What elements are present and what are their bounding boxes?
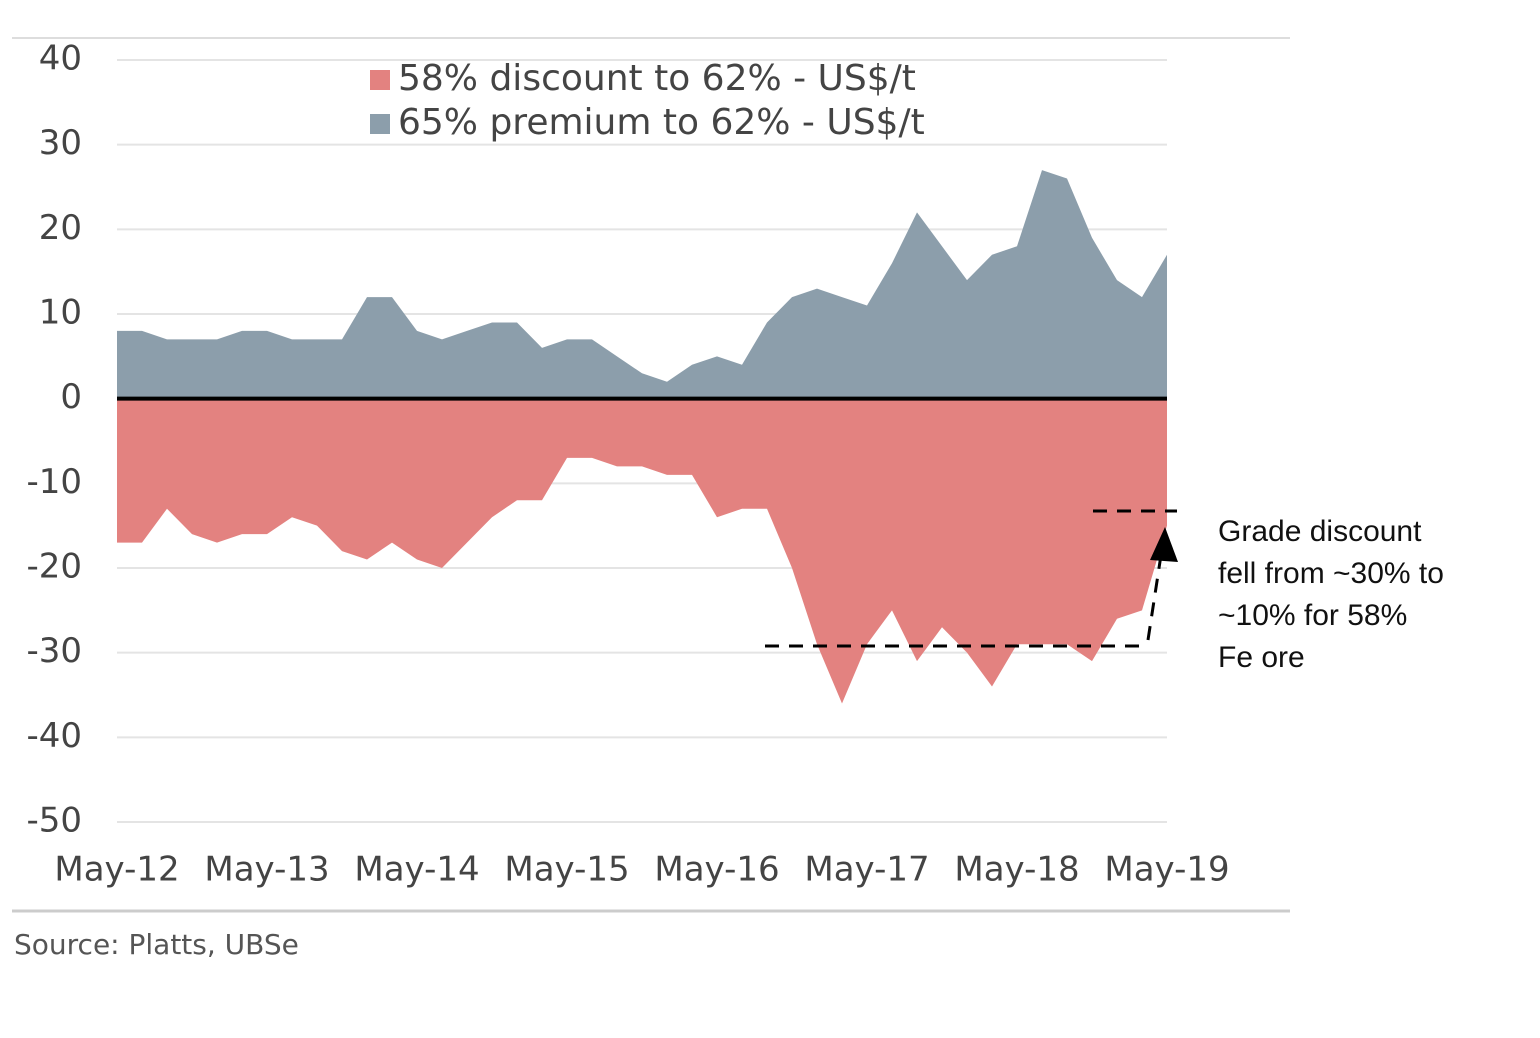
legend-label: 58% discount to 62% - US$/t [398, 58, 916, 99]
y-tick-label: 0 [60, 377, 82, 417]
y-tick-label: 10 [39, 293, 82, 333]
x-tick-label: May-17 [804, 850, 929, 890]
x-tick-label: May-12 [54, 850, 179, 890]
y-tick-label: 40 [39, 39, 82, 79]
x-tick-label: May-15 [504, 850, 629, 890]
area [117, 170, 1167, 399]
y-tick-label: -20 [26, 547, 82, 587]
area [117, 398, 1167, 704]
annotation-line: Grade discount [1218, 515, 1422, 548]
y-tick-label: -40 [26, 716, 82, 756]
x-tick-label: May-16 [654, 850, 779, 890]
x-tick-label: May-13 [204, 850, 329, 890]
x-tick-label: May-14 [354, 850, 479, 890]
y-tick-label: -50 [26, 801, 82, 841]
legend-swatch [370, 70, 390, 90]
x-tick-label: May-18 [954, 850, 1079, 890]
annotation: Grade discount fell from ~30% to ~10% for … [1218, 515, 1444, 674]
y-tick-label: 20 [39, 208, 82, 248]
y-tick-label: -30 [26, 631, 82, 671]
annotation-line: ~10% for 58% [1218, 599, 1407, 632]
legend-label: 65% premium to 62% - US$/t [398, 102, 925, 143]
arrow-head [1150, 527, 1178, 562]
legend-swatch [370, 114, 390, 134]
annotation-lines [765, 509, 1178, 648]
annotation-line: fell from ~30% to [1218, 557, 1444, 590]
annotation-line: Fe ore [1218, 641, 1305, 674]
plot-area [117, 59, 1167, 823]
y-tick-label: -10 [26, 462, 82, 502]
x-tick-label: May-19 [1104, 850, 1229, 890]
y-tick-label: 30 [39, 123, 82, 163]
source: Source: Platts, UBSe [14, 928, 299, 961]
